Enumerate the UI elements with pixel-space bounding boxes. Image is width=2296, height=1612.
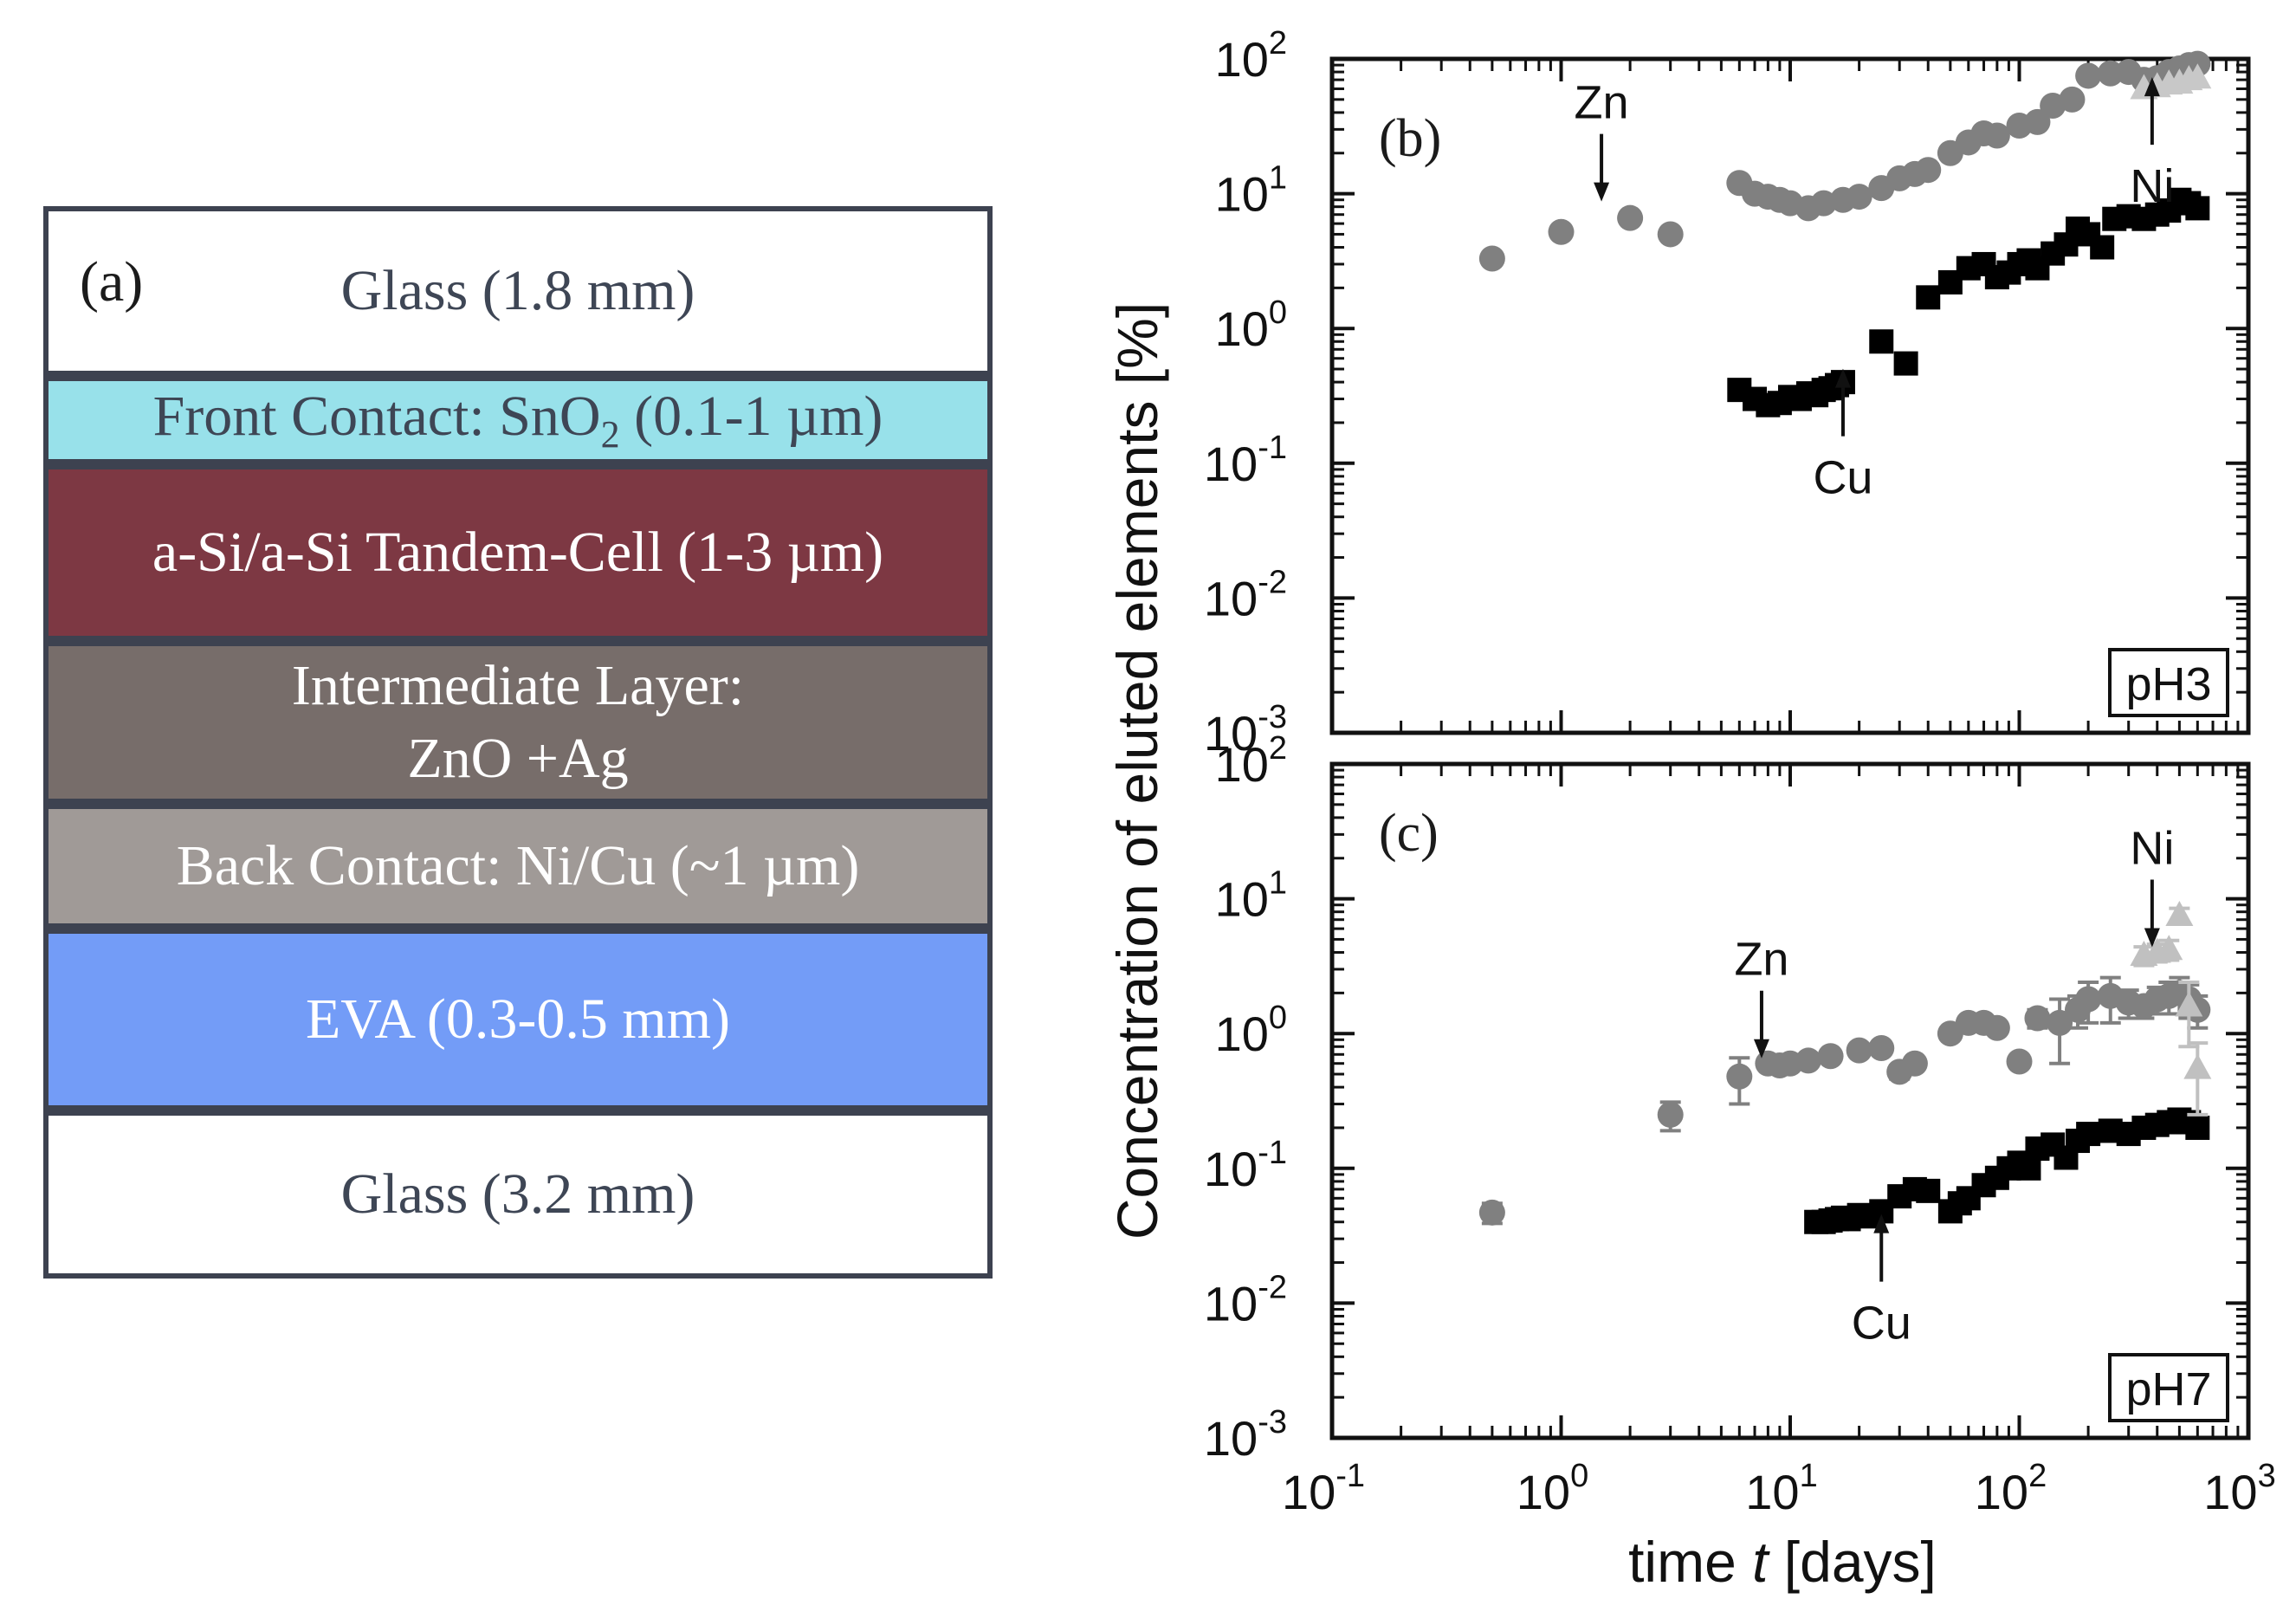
data-point-zn (1617, 204, 1644, 231)
data-point-cu (1916, 1178, 1941, 1203)
x-tick-label: 102 (1975, 1458, 2047, 1519)
x-tick-label: 101 (1745, 1458, 1817, 1519)
data-point-zn (1983, 1014, 2010, 1041)
layer-label: a-Si/a-Si Tandem-Cell (1-3 µm) (152, 520, 884, 584)
y-tick-label: 10-2 (1204, 564, 1287, 625)
data-point-zn (1901, 1050, 1928, 1077)
data-point-zn (2075, 62, 2102, 89)
annotation-arrow-head (1834, 368, 1851, 388)
layer-eva: EVA (0.3-0.5 mm) (43, 929, 993, 1110)
data-point-zn (1478, 245, 1505, 272)
layer-tandem-cell: a-Si/a-Si Tandem-Cell (1-3 µm) (43, 464, 993, 641)
data-point-zn (1983, 122, 2010, 149)
annotation-label: Cu (1852, 1298, 1911, 1350)
layer-label: Front Contact: SnO2 (0.1-1 µm) (152, 385, 883, 456)
data-point-zn (1795, 1047, 1821, 1074)
annotation-arrow-head (1873, 1214, 1890, 1233)
data-point-zn (1915, 157, 1942, 184)
annotation-arrow-head (1594, 182, 1610, 202)
data-point-zn (1548, 218, 1575, 245)
data-point-ni (2155, 935, 2183, 961)
data-point-ni (2175, 991, 2203, 1017)
layer-label-line2: ZnO +Ag (407, 727, 629, 790)
annotation-arrow-head (2144, 77, 2160, 97)
y-tick-label: 101 (1215, 865, 1287, 927)
x-axis-title: time t [days] (1628, 1530, 1937, 1594)
data-point-zn (2059, 86, 2086, 113)
y-tick-label: 10-1 (1204, 430, 1287, 491)
annotation-label: Ni (2130, 823, 2174, 875)
condition-box (2108, 648, 2229, 717)
data-point-ni (2183, 1053, 2212, 1079)
data-point-zn (1817, 1043, 1844, 1070)
layer-back-contact: Back Contact: Ni/Cu (~1 µm) (43, 804, 993, 929)
layer-label: EVA (0.3-0.5 mm) (305, 987, 731, 1051)
data-point-zn (2006, 1048, 2033, 1075)
y-tick-label: 10-2 (1204, 1269, 1287, 1330)
data-point-zn (1478, 1199, 1505, 1226)
annotation-arrow-head (1753, 1039, 1769, 1058)
data-point-cu (2090, 235, 2115, 260)
data-point-zn (1846, 184, 1872, 210)
panel-label: (c) (1379, 804, 1439, 863)
data-point-cu (1893, 351, 1918, 376)
data-point-ni (2165, 901, 2194, 927)
y-tick-label: 10-1 (1204, 1135, 1287, 1196)
data-point-zn (1657, 221, 1684, 248)
data-point-zn (1810, 190, 1837, 217)
layer-label: Back Contact: Ni/Cu (~1 µm) (176, 833, 860, 897)
x-tick-label: 100 (1517, 1458, 1588, 1519)
y-tick-label: 10-3 (1204, 1404, 1287, 1466)
layer-glass-top: (a) Glass (1.8 mm) (43, 206, 993, 376)
y-tick-label: 101 (1215, 160, 1287, 222)
data-point-cu (1916, 285, 1941, 310)
data-point-cu (1869, 329, 1894, 354)
condition-label: pH7 (2125, 1363, 2211, 1415)
layer-glass-bottom: Glass (3.2 mm) (43, 1110, 993, 1279)
annotation-label: Ni (2130, 160, 2174, 212)
data-point-zn (1657, 1101, 1684, 1128)
chart-panel-b: 10-3 10-2 10-1 100 101 102 (b) pH3 Zn Cu Ni (1204, 25, 2251, 761)
data-point-zn (2024, 1005, 2051, 1032)
data-point-zn (1846, 1037, 1872, 1064)
data-point-zn (2047, 1009, 2073, 1036)
layer-intermediate: Intermediate Layer: ZnO +Ag (43, 641, 993, 804)
x-tick-label: 103 (2203, 1458, 2275, 1519)
data-point-cu (2185, 196, 2210, 221)
layer-label-line1: Intermediate Layer: (291, 653, 745, 717)
y-tick-label: 100 (1215, 295, 1287, 356)
condition-label: pH3 (2125, 658, 2211, 710)
x-tick-label: 10-1 (1282, 1458, 1365, 1519)
plot-frame (1329, 761, 2251, 1440)
layer-front-contact: Front Contact: SnO2 (0.1-1 µm) (43, 376, 993, 464)
data-point-ni (2183, 63, 2212, 89)
annotation-label: Cu (1813, 452, 1872, 504)
condition-box (2108, 1353, 2229, 1422)
layer-label: Glass (1.8 mm) (340, 258, 695, 322)
data-point-zn (1726, 1063, 1753, 1090)
y-tick-label: 102 (1215, 25, 1287, 87)
panel-label: (b) (1379, 109, 1441, 168)
annotation-label: Zn (1575, 77, 1629, 129)
data-point-zn (2024, 108, 2051, 135)
layer-stack-diagram: (a) Glass (1.8 mm) Front Contact: SnO2 (… (43, 206, 993, 1279)
y-tick-label: 100 (1215, 1000, 1287, 1061)
data-point-zn (1868, 1034, 1895, 1061)
data-point-cu (2185, 1115, 2210, 1140)
data-point-zn (2075, 986, 2102, 1013)
data-point-cu (2076, 1122, 2101, 1147)
y-tick-label: 10-3 (1204, 699, 1287, 761)
layer-label: Glass (3.2 mm) (340, 1162, 695, 1226)
annotation-label: Zn (1734, 934, 1788, 986)
panel-label-a: (a) (80, 250, 144, 314)
y-axis-title: Concentration of eluted elements [%] (1105, 302, 1169, 1240)
chart-panel-c: 10-3 10-2 10-1 100 101 102 10-1 100 101 102 103 (c)… (1204, 730, 2276, 1519)
annotation-arrow-head (2144, 928, 2160, 948)
y-tick-label: 102 (1215, 730, 1287, 792)
